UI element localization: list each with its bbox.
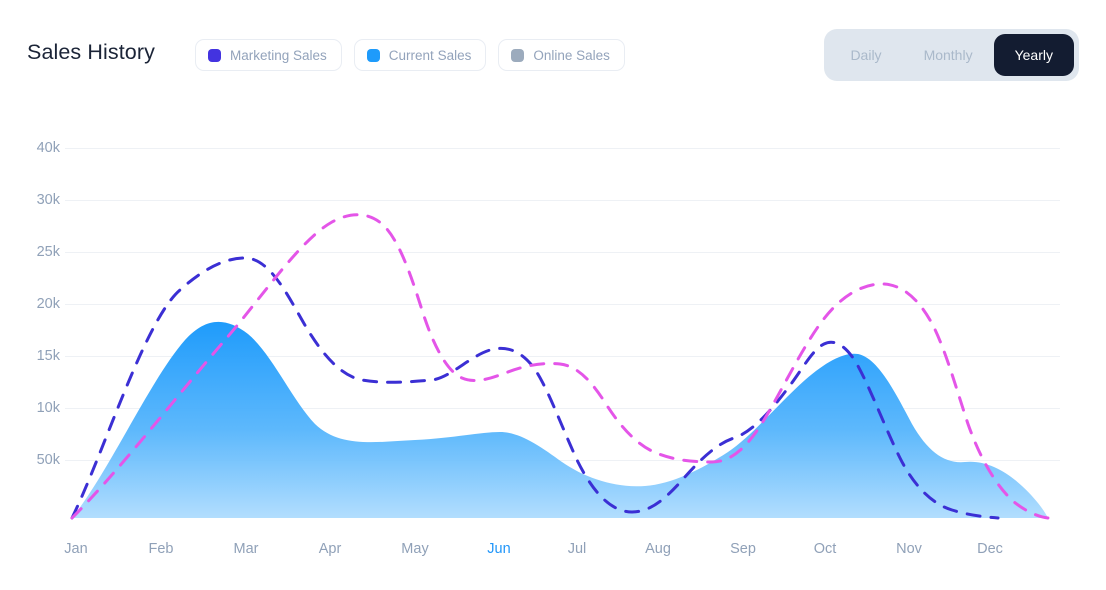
x-axis-tick-aug[interactable]: Aug <box>645 541 671 557</box>
y-axis-tick: 40k <box>36 140 60 156</box>
x-axis-tick-nov[interactable]: Nov <box>896 541 922 557</box>
series-line-online-sales <box>70 213 1050 520</box>
chart-legend: Marketing Sales Current Sales Online Sal… <box>195 39 625 71</box>
y-axis-labels: 40k 30k 25k 20k 15k 10k 50k <box>0 0 60 590</box>
range-toggle-group: Daily Monthly Yearly <box>824 29 1079 81</box>
y-axis-tick: 20k <box>36 296 60 312</box>
range-button-monthly[interactable]: Monthly <box>903 34 994 76</box>
x-axis-tick-oct[interactable]: Oct <box>813 541 837 557</box>
x-axis-tick-may[interactable]: May <box>401 541 429 557</box>
chart-header: Sales History Marketing Sales Current Sa… <box>0 0 1106 110</box>
x-axis-labels: Jan Feb Mar Apr May Jun Jul Aug Sep Oct … <box>0 541 1106 565</box>
legend-dot-icon <box>511 48 525 62</box>
series-line-marketing-sales <box>70 256 1000 520</box>
x-axis-tick-sep[interactable]: Sep <box>730 541 756 557</box>
page-title: Sales History <box>27 40 155 64</box>
legend-dot-icon <box>366 48 380 62</box>
legend-item-marketing-sales[interactable]: Marketing Sales <box>195 39 342 71</box>
legend-dot-icon <box>208 48 221 62</box>
y-axis-tick: 25k <box>36 244 60 260</box>
y-axis-tick: 30k <box>36 192 60 208</box>
x-axis-tick-dec[interactable]: Dec <box>977 541 1003 557</box>
legend-item-label: Current Sales <box>388 47 472 63</box>
range-button-yearly[interactable]: Yearly <box>993 34 1074 76</box>
x-axis-tick-jul[interactable]: Jul <box>567 541 587 557</box>
legend-item-current-sales[interactable]: Current Sales <box>353 39 487 71</box>
series-area-current-sales <box>72 321 1048 518</box>
legend-item-label: Marketing Sales <box>230 47 327 63</box>
range-button-daily[interactable]: Daily <box>829 34 902 76</box>
x-axis-tick-feb[interactable]: Feb <box>148 541 174 557</box>
x-axis-tick-mar[interactable]: Mar <box>233 541 259 557</box>
legend-item-online-sales[interactable]: Online Sales <box>498 39 625 71</box>
y-axis-tick: 15k <box>36 348 60 364</box>
x-axis-tick-apr[interactable]: Apr <box>318 541 342 557</box>
x-axis-tick-jun[interactable]: Jun <box>487 541 511 557</box>
y-axis-tick: 50k <box>36 452 60 468</box>
legend-item-label: Online Sales <box>533 47 610 63</box>
y-axis-tick: 10k <box>36 400 60 416</box>
x-axis-tick-jan[interactable]: Jan <box>64 541 88 557</box>
